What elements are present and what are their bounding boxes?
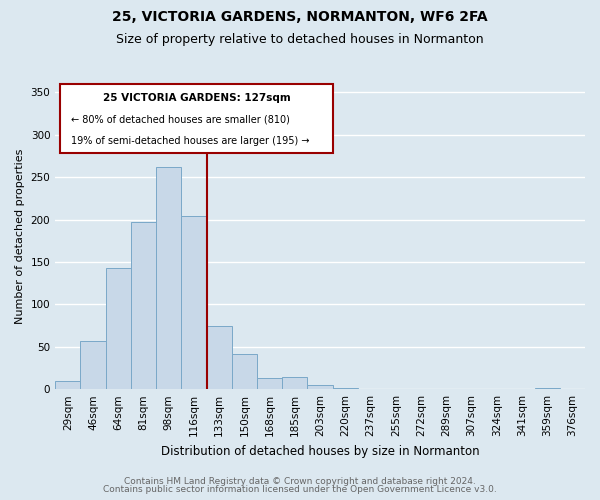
Text: 25 VICTORIA GARDENS: 127sqm: 25 VICTORIA GARDENS: 127sqm [103,93,291,103]
Bar [257,378,282,389]
Text: 19% of semi-detached houses are larger (195) →: 19% of semi-detached houses are larger (… [71,136,310,146]
FancyBboxPatch shape [61,84,334,152]
Bar [80,341,106,389]
Bar [181,216,206,389]
Text: Contains public sector information licensed under the Open Government Licence v3: Contains public sector information licen… [103,485,497,494]
Bar [282,378,307,389]
Y-axis label: Number of detached properties: Number of detached properties [15,149,25,324]
Bar [307,385,332,389]
Bar [232,354,257,389]
Text: Size of property relative to detached houses in Normanton: Size of property relative to detached ho… [116,32,484,46]
Bar [206,326,232,389]
Bar [106,268,131,389]
Bar [55,380,80,389]
Bar [332,388,358,389]
Text: 25, VICTORIA GARDENS, NORMANTON, WF6 2FA: 25, VICTORIA GARDENS, NORMANTON, WF6 2FA [112,10,488,24]
Bar [131,222,156,389]
X-axis label: Distribution of detached houses by size in Normanton: Distribution of detached houses by size … [161,444,479,458]
Bar [535,388,560,389]
Bar [156,167,181,389]
Text: ← 80% of detached houses are smaller (810): ← 80% of detached houses are smaller (81… [71,114,290,124]
Text: Contains HM Land Registry data © Crown copyright and database right 2024.: Contains HM Land Registry data © Crown c… [124,477,476,486]
